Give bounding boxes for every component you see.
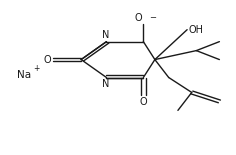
Text: N: N: [102, 30, 109, 40]
Text: N: N: [102, 79, 109, 89]
Text: OH: OH: [189, 25, 204, 35]
Text: −: −: [149, 13, 156, 22]
Text: +: +: [33, 64, 39, 73]
Text: O: O: [135, 13, 142, 23]
Text: O: O: [44, 55, 51, 65]
Text: O: O: [139, 97, 147, 107]
Text: Na: Na: [17, 69, 31, 80]
